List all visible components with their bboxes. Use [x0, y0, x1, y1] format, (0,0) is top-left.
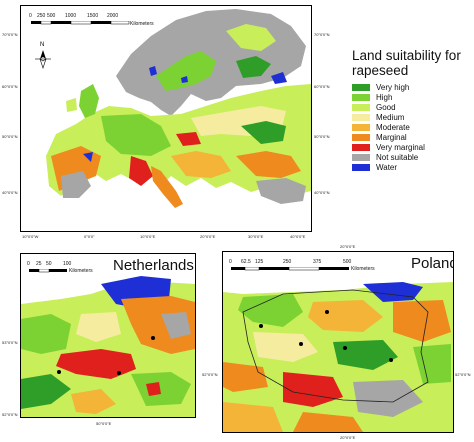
legend-item: Water — [352, 163, 397, 172]
lon-tick-bottom: 0°0'0" — [84, 234, 95, 239]
legend-label: Medium — [376, 113, 405, 122]
scale-tick: 0 — [229, 259, 232, 265]
legend-swatch — [352, 104, 370, 111]
netherlands-map-frame: Netherlands 0 25 50 100 Kilometers — [20, 253, 196, 418]
scale-bar-graphic — [231, 267, 349, 271]
scale-tick: 500 — [343, 259, 352, 265]
poland-map-frame: Poland 0 62.5 125 250 375 500 Kilometers — [222, 251, 454, 433]
lat-tick-left: 50°0'0"N — [2, 134, 18, 139]
scale-tick: 1000 — [65, 13, 77, 19]
europe-map-frame: N 0 250 500 1000 1500 2000 Kilometers — [20, 5, 312, 232]
pl-lon-tick: 20°0'0"E — [340, 244, 356, 249]
poland-scale-bar: 0 62.5 125 250 375 500 Kilometers — [229, 259, 399, 275]
scale-bar-graphic — [31, 21, 130, 25]
legend-item: Moderate — [352, 123, 410, 132]
legend-swatch — [352, 134, 370, 141]
lat-tick-right: 70°0'0"N — [314, 32, 330, 37]
scale-unit: Kilometers — [69, 268, 93, 274]
legend-item: Good — [352, 103, 396, 112]
legend-label: Water — [376, 163, 398, 172]
legend-label: High — [376, 93, 393, 102]
lake-ladoga — [271, 72, 287, 84]
legend-item: Marginal — [352, 133, 407, 142]
lon-tick-bottom: 10°0'0"E — [140, 234, 156, 239]
lat-tick-right: 50°0'0"N — [314, 134, 330, 139]
lon-tick-bottom: 20°0'0"E — [200, 234, 216, 239]
legend-item: Very high — [352, 83, 409, 92]
legend-swatch — [352, 144, 370, 151]
legend-item: Not suitable — [352, 153, 418, 162]
compass-icon — [35, 50, 51, 69]
north-arrow: N — [33, 42, 53, 72]
legend-swatch — [352, 124, 370, 131]
pl-lon-tick: 20°0'0"E — [340, 435, 356, 440]
legend-label: Very high — [376, 83, 410, 92]
scale-tick: 375 — [313, 259, 322, 265]
scale-tick: 500 — [47, 13, 56, 19]
pl-lat-tick: 52°0'0"N — [202, 372, 218, 377]
lat-tick-left: 60°0'0"N — [2, 84, 18, 89]
scale-unit: Kilometers — [351, 266, 375, 272]
nl-lat-tick: 52°0'0"N — [2, 412, 18, 417]
lon-tick-bottom: 40°0'0"E — [290, 234, 306, 239]
scale-tick: 25 — [36, 261, 42, 267]
nl-lat-tick: 53°0'0"N — [2, 340, 18, 345]
legend-label: Good — [376, 103, 396, 112]
legend-swatch — [352, 114, 370, 121]
nl-lon-tick: 50°0'0"E — [96, 421, 112, 426]
north-label: N — [40, 42, 45, 48]
legend-label: Not suitable — [376, 153, 419, 162]
scale-bar-graphic — [29, 269, 67, 273]
lat-tick-left: 70°0'0"N — [2, 32, 18, 37]
lon-tick-bottom: 30°0'0"E — [248, 234, 264, 239]
pl-lat-tick: 52°0'0"N — [455, 372, 471, 377]
scale-tick: 250 — [283, 259, 292, 265]
poland-title: Poland — [411, 255, 454, 272]
netherlands-title: Netherlands — [113, 257, 194, 274]
legend-swatch — [352, 94, 370, 101]
legend-title: Land suitability for rapeseed — [352, 48, 461, 78]
legend-swatch — [352, 154, 370, 161]
poland-map — [223, 252, 453, 432]
legend-label: Moderate — [376, 123, 410, 132]
legend-label: Very marginal — [376, 143, 425, 152]
netherlands-scale-bar: 0 25 50 100 Kilometers — [27, 261, 107, 277]
lat-tick-left: 40°0'0"N — [2, 190, 18, 195]
legend-item: Very marginal — [352, 143, 425, 152]
scale-tick: 0 — [27, 261, 30, 267]
legend-label: Marginal — [376, 133, 407, 142]
scale-tick: 1500 — [87, 13, 99, 19]
british-isles — [79, 84, 99, 118]
legend-item: Medium — [352, 113, 404, 122]
legend-swatch — [352, 164, 370, 171]
scale-tick: 125 — [255, 259, 264, 265]
scale-tick: 2000 — [107, 13, 119, 19]
scale-unit: Kilometers — [130, 21, 154, 27]
europe-map — [21, 6, 311, 231]
legend-item: High — [352, 93, 392, 102]
lon-tick-bottom: 10°0'0"W — [22, 234, 39, 239]
netherlands-map — [21, 254, 195, 417]
scale-tick: 50 — [46, 261, 52, 267]
legend-swatch — [352, 84, 370, 91]
scale-tick: 250 — [37, 13, 46, 19]
lat-tick-right: 40°0'0"N — [314, 190, 330, 195]
lat-tick-right: 60°0'0"N — [314, 84, 330, 89]
europe-scale-bar: 0 250 500 1000 1500 2000 Kilometers — [29, 13, 154, 29]
scale-tick: 62.5 — [241, 259, 251, 265]
scale-tick: 100 — [63, 261, 72, 267]
scale-tick: 0 — [29, 13, 32, 19]
